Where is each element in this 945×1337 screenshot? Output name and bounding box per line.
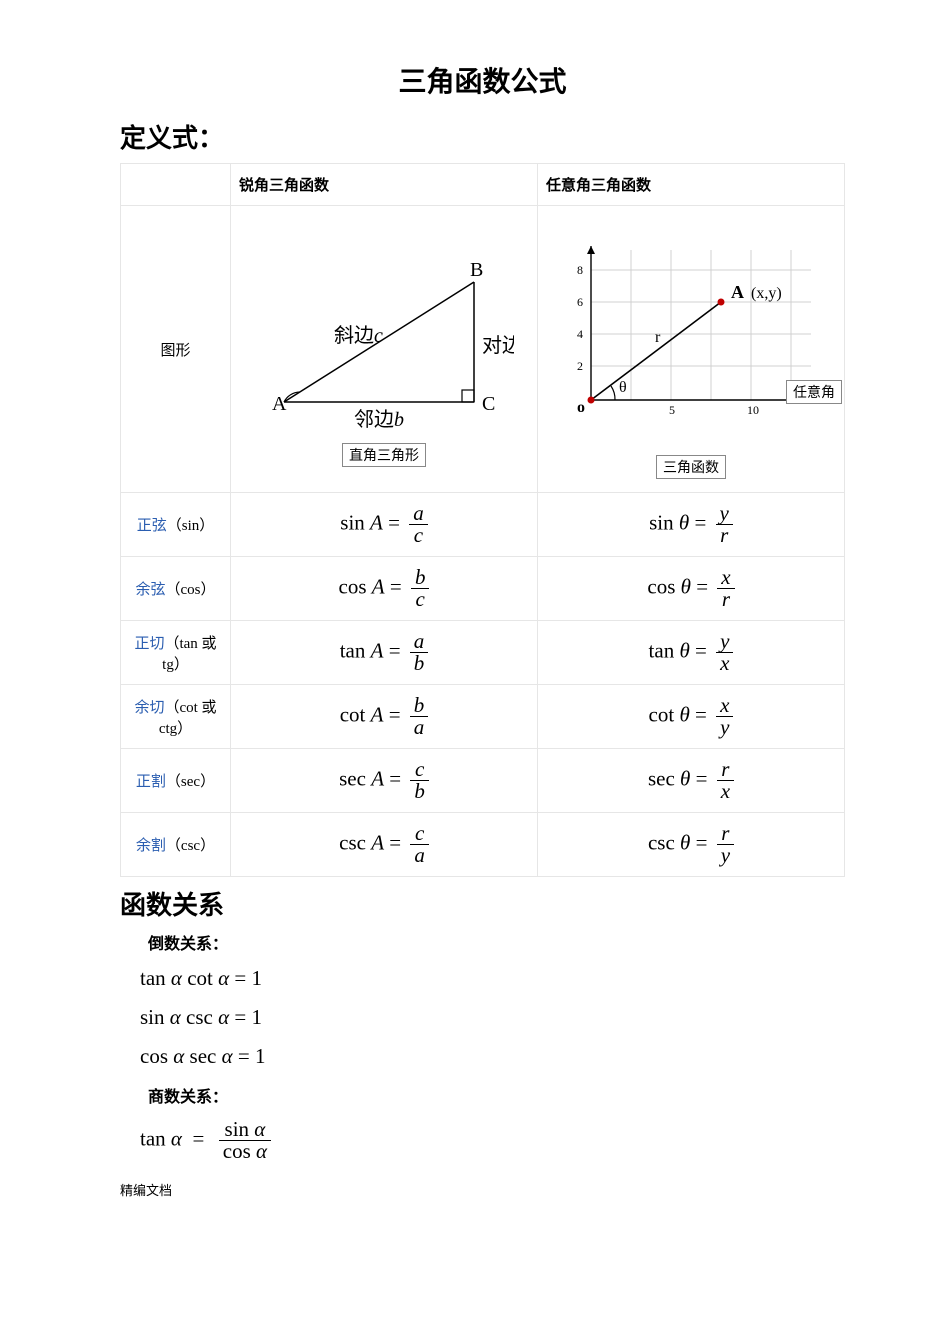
header-arbitrary: 任意角三角函数 — [538, 164, 845, 206]
coord-diagram-cell: o A (x,y) r θ 2 4 6 8 5 10 任意角 三角函数 — [538, 206, 845, 493]
ytick-8: 8 — [577, 263, 583, 277]
acute-formula: cot A = ba — [231, 685, 538, 749]
arbitrary-formula: tan θ = yx — [538, 621, 845, 685]
ytick-4: 4 — [577, 327, 583, 341]
row-label-suffix: （csc） — [166, 838, 215, 854]
ytick-2: 2 — [577, 359, 583, 373]
row-label-suffix: （sec） — [166, 774, 215, 790]
diagram-row-label: 图形 — [121, 206, 231, 493]
svg-text:邻边b: 邻边b — [354, 408, 404, 431]
row-label-suffix: （cos） — [166, 582, 216, 598]
trig-link[interactable]: 余弦 — [135, 582, 165, 598]
acute-formula: sin A = ac — [231, 493, 538, 557]
header-acute: 锐角三角函数 — [231, 164, 538, 206]
hypotenuse-var: c — [374, 325, 383, 347]
arbitrary-formula: cot θ = xy — [538, 685, 845, 749]
arbitrary-angle-caption: 任意角 — [786, 380, 842, 404]
trig-link[interactable]: 余割 — [136, 838, 166, 854]
row-label: 正割（sec） — [121, 749, 231, 813]
triangle-diagram: A B C 斜边c 邻边b 对边 — [254, 242, 514, 432]
arbitrary-formula: cos θ = xr — [538, 557, 845, 621]
reciprocal-formula: cos α sec α = 1 — [140, 1044, 845, 1069]
adjacent-var: b — [394, 409, 404, 431]
acute-formula: tan A = ab — [231, 621, 538, 685]
quotient-formula: tan α = sin α cos α — [140, 1119, 845, 1162]
table-header-row: 锐角三角函数 任意角三角函数 — [121, 164, 845, 206]
diagram-row: 图形 A B C 斜边c 邻边b 对边 直角三角形 — [121, 206, 845, 493]
arbitrary-formula: sin θ = yr — [538, 493, 845, 557]
page-title: 三角函数公式 — [120, 60, 845, 100]
row-label: 余切（cot 或 ctg） — [121, 685, 231, 749]
table-row: 正切（tan 或 tg）tan A = abtan θ = yx — [121, 621, 845, 685]
point-coords: (x,y) — [751, 285, 782, 302]
coord-caption: 三角函数 — [656, 455, 726, 479]
section-relations: 函数关系 — [120, 885, 845, 922]
xtick-10: 10 — [747, 403, 759, 417]
row-label: 余割（csc） — [121, 813, 231, 877]
trig-link[interactable]: 正切 — [134, 636, 164, 652]
row-label: 正切（tan 或 tg） — [121, 621, 231, 685]
row-label-suffix: （tan 或 tg） — [162, 636, 216, 673]
quotient-heading: 商数关系： — [148, 1083, 845, 1107]
origin-label: o — [577, 399, 585, 416]
reciprocal-formula: tan α cot α = 1 — [140, 966, 845, 991]
row-label-suffix: （sin） — [167, 518, 215, 534]
acute-formula: cos A = bc — [231, 557, 538, 621]
triangle-caption: 直角三角形 — [342, 443, 426, 467]
table-row: 正弦（sin）sin A = acsin θ = yr — [121, 493, 845, 557]
footer-text: 精编文档 — [120, 1180, 845, 1199]
trig-link[interactable]: 正割 — [136, 774, 166, 790]
row-label: 余弦（cos） — [121, 557, 231, 621]
acute-formula: csc A = ca — [231, 813, 538, 877]
vertex-c: C — [482, 393, 495, 415]
reciprocal-heading: 倒数关系： — [148, 930, 845, 954]
point-a-label: A — [731, 282, 744, 302]
definitions-table: 锐角三角函数 任意角三角函数 图形 A B C 斜边c 邻边b 对边 直角三角形 — [120, 163, 845, 877]
opposite-label: 对边 — [482, 334, 514, 357]
vertex-a: A — [272, 393, 287, 415]
table-row: 余切（cot 或 ctg）cot A = bacot θ = xy — [121, 685, 845, 749]
reciprocal-formula: sin α csc α = 1 — [140, 1005, 845, 1030]
row-label-suffix: （cot 或 ctg） — [159, 700, 217, 737]
ytick-6: 6 — [577, 295, 583, 309]
table-row: 余弦（cos）cos A = bccos θ = xr — [121, 557, 845, 621]
r-label: r — [655, 329, 661, 346]
header-blank — [121, 164, 231, 206]
triangle-diagram-cell: A B C 斜边c 邻边b 对边 直角三角形 — [231, 206, 538, 493]
trig-link[interactable]: 余切 — [134, 700, 164, 716]
adjacent-label: 邻边 — [354, 408, 394, 431]
hypotenuse-label: 斜边 — [334, 324, 374, 347]
section-definitions: 定义式： — [120, 118, 845, 155]
xtick-5: 5 — [669, 403, 675, 417]
row-label: 正弦（sin） — [121, 493, 231, 557]
arbitrary-formula: sec θ = rx — [538, 749, 845, 813]
arbitrary-formula: csc θ = ry — [538, 813, 845, 877]
trig-link[interactable]: 正弦 — [137, 518, 167, 534]
table-row: 余割（csc）csc A = cacsc θ = ry — [121, 813, 845, 877]
svg-text:斜边c: 斜边c — [334, 324, 383, 347]
vertex-b: B — [470, 259, 483, 281]
theta-label: θ — [619, 379, 627, 396]
table-row: 正割（sec）sec A = cbsec θ = rx — [121, 749, 845, 813]
acute-formula: sec A = cb — [231, 749, 538, 813]
